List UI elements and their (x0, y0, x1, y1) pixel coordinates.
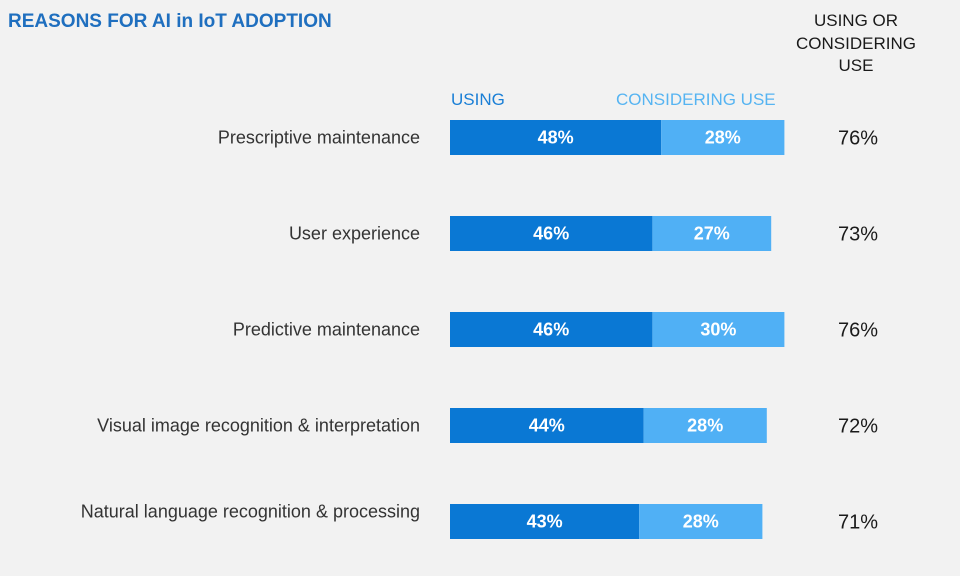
bar-rows: Prescriptive maintenance 48% 28% 76% User ex… (81, 120, 878, 539)
bar-label-using: 46% (533, 224, 569, 244)
bar-label-using: 46% (533, 320, 569, 340)
category-label: Natural language recognition & processin… (81, 502, 420, 522)
bar-considering-use (661, 120, 785, 155)
bar-label-considering-use: 30% (700, 320, 736, 340)
total-label: 76% (838, 320, 878, 342)
total-label: 71% (838, 512, 878, 534)
bar-label-using: 48% (538, 128, 574, 148)
bar-label-considering-use: 28% (683, 512, 719, 532)
bar-considering-use (652, 216, 772, 251)
legend-using: USING (451, 90, 505, 109)
category-label: Prescriptive maintenance (218, 128, 420, 148)
bar-label-considering-use: 28% (687, 416, 723, 436)
bar-label-using: 44% (529, 416, 565, 436)
total-header-line-1: USING OR (814, 11, 898, 30)
bar-label-using: 43% (527, 512, 563, 532)
bar-using (450, 408, 644, 443)
total-label: 73% (838, 224, 878, 246)
category-label: Predictive maintenance (233, 320, 420, 340)
bar-using (450, 504, 640, 539)
bar-considering-use (643, 408, 767, 443)
category-label: User experience (289, 224, 420, 244)
bar-considering-use (652, 312, 785, 347)
chart-title: REASONS FOR AI in IoT ADOPTION (8, 11, 332, 32)
bar-considering-use (639, 504, 763, 539)
bar-label-considering-use: 27% (694, 224, 730, 244)
category-label: Visual image recognition & interpretatio… (97, 416, 420, 436)
total-label: 72% (838, 416, 878, 438)
total-label: 76% (838, 128, 878, 150)
total-header-line-3: USE (839, 56, 874, 75)
bar-label-considering-use: 28% (705, 128, 741, 148)
bar-using (450, 216, 653, 251)
total-header-line-2: CONSIDERING (796, 34, 916, 53)
bar-using (450, 312, 653, 347)
legend-considering-use: CONSIDERING USE (616, 90, 776, 109)
bar-using (450, 120, 662, 155)
